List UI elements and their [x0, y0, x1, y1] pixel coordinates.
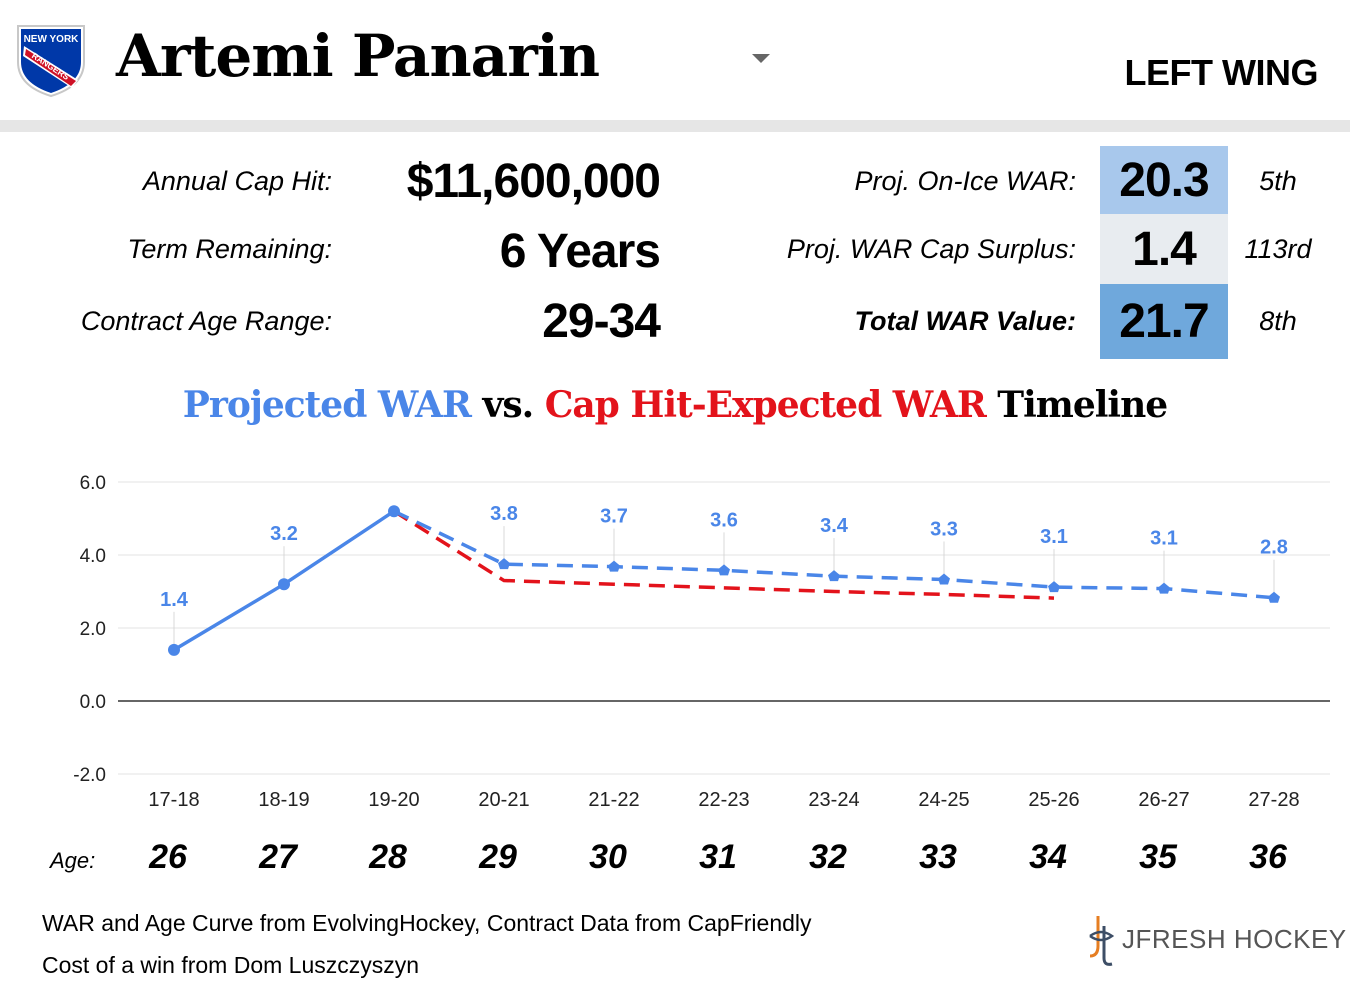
- x-tick-label: 27-28: [1248, 789, 1299, 811]
- surplus-rank: 113rd: [1244, 234, 1312, 264]
- term-label: Term Remaining:: [127, 234, 332, 264]
- cap-hit-label: Annual Cap Hit:: [142, 166, 332, 196]
- age-value: 27: [259, 838, 297, 876]
- projected-war-point: [1268, 591, 1280, 603]
- age-value: 31: [699, 838, 737, 876]
- age-value: 34: [1029, 838, 1067, 876]
- source-line-2: Cost of a win from Dom Luszczyszyn: [42, 952, 420, 978]
- age-row-label: Age:: [50, 848, 96, 873]
- x-tick-label: 17-18: [148, 789, 199, 811]
- y-tick-label: 2.0: [80, 619, 106, 640]
- y-tick-label: 4.0: [80, 546, 106, 567]
- total-rank: 8th: [1259, 306, 1297, 336]
- projected-war-point: [388, 505, 400, 518]
- data-label: 3.2: [270, 523, 298, 545]
- source-line-1: WAR and Age Curve from EvolvingHockey, C…: [42, 910, 812, 936]
- chart-title-projected: Projected WAR: [182, 384, 472, 426]
- svg-text:NEW YORK: NEW YORK: [24, 34, 80, 45]
- data-label: 3.7: [600, 506, 628, 528]
- data-label: 3.4: [820, 515, 849, 537]
- total-label: Total WAR Value:: [854, 306, 1076, 336]
- age-range-label: Contract Age Range:: [80, 306, 332, 336]
- chart-title-vs: vs.: [470, 384, 545, 426]
- x-tick-label: 19-20: [368, 789, 419, 811]
- data-label: 3.1: [1040, 526, 1068, 548]
- brand-mark-icon: [1089, 916, 1115, 966]
- age-value: 26: [149, 838, 187, 876]
- header-divider: [0, 120, 1350, 132]
- brand-logo: JFRESH HOCKEY: [1084, 912, 1346, 968]
- age-value: 32: [809, 838, 847, 876]
- data-label: 3.3: [930, 518, 958, 540]
- player-dropdown-arrow-icon[interactable]: [752, 54, 770, 63]
- chart-title-timeline: Timeline: [985, 384, 1168, 426]
- expected-war-line: [393, 509, 1055, 600]
- data-label: 3.1: [1150, 528, 1178, 550]
- player-name: Artemi Panarin: [116, 22, 600, 90]
- projected-war-point: [278, 578, 290, 591]
- projected-war-point: [608, 560, 620, 572]
- age-value: 29: [479, 838, 517, 876]
- proj-war-rank: 5th: [1259, 166, 1297, 196]
- x-tick-label: 23-24: [808, 789, 859, 811]
- term-value: 6 Years: [499, 225, 661, 278]
- data-label: 3.8: [490, 503, 518, 525]
- age-value: 33: [919, 838, 957, 876]
- chart-title: Projected WAR vs. Cap Hit-Expected WAR T…: [0, 384, 1350, 426]
- header: NEW YORK RANGERS Artemi Panarin LEFT WIN…: [0, 0, 1350, 122]
- x-tick-label: 25-26: [1028, 789, 1079, 811]
- y-tick-label: 0.0: [80, 692, 106, 713]
- projected-war-point: [498, 558, 510, 570]
- projected-war-point: [168, 643, 180, 656]
- data-label: 2.8: [1260, 537, 1288, 559]
- projected-war-point: [828, 570, 840, 582]
- team-logo: NEW YORK RANGERS: [17, 25, 85, 98]
- x-tick-label: 21-22: [588, 789, 639, 811]
- x-tick-label: 24-25: [918, 789, 969, 811]
- x-tick-label: 22-23: [698, 789, 749, 811]
- projected-war-point: [938, 573, 950, 585]
- x-tick-label: 18-19: [258, 789, 309, 811]
- x-tick-label: 26-27: [1138, 789, 1189, 811]
- cap-hit-value: $11,600,000: [406, 155, 661, 208]
- age-value: 28: [369, 838, 407, 876]
- player-position: LEFT WING: [1124, 52, 1319, 93]
- total-value: 21.7: [1100, 284, 1228, 359]
- age-value: 35: [1139, 838, 1177, 876]
- proj-war-value: 20.3: [1100, 146, 1228, 214]
- brand-name: JFRESH HOCKEY: [1122, 924, 1347, 954]
- age-value: 36: [1249, 838, 1287, 876]
- y-tick-label: -2.0: [73, 765, 106, 786]
- proj-war-label: Proj. On-Ice WAR:: [854, 166, 1076, 196]
- projected-war-point: [718, 564, 730, 576]
- projected-war-point: [1048, 581, 1060, 593]
- data-label: 1.4: [160, 589, 189, 611]
- y-tick-label: 6.0: [80, 473, 106, 494]
- chart-title-expected: Cap Hit-Expected WAR: [544, 384, 987, 426]
- surplus-value: 1.4: [1100, 214, 1228, 284]
- x-tick-label: 20-21: [478, 789, 529, 811]
- projected-war-point: [1158, 582, 1170, 594]
- surplus-label: Proj. WAR Cap Surplus:: [786, 234, 1076, 264]
- data-label: 3.6: [710, 509, 738, 531]
- war-timeline-chart: 6.0 4.0 2.0 0.0 -2.0 17-18 18-19 19-20 20-21 21-2…: [73, 473, 1330, 811]
- age-value: 30: [589, 838, 627, 876]
- age-range-value: 29-34: [542, 295, 661, 348]
